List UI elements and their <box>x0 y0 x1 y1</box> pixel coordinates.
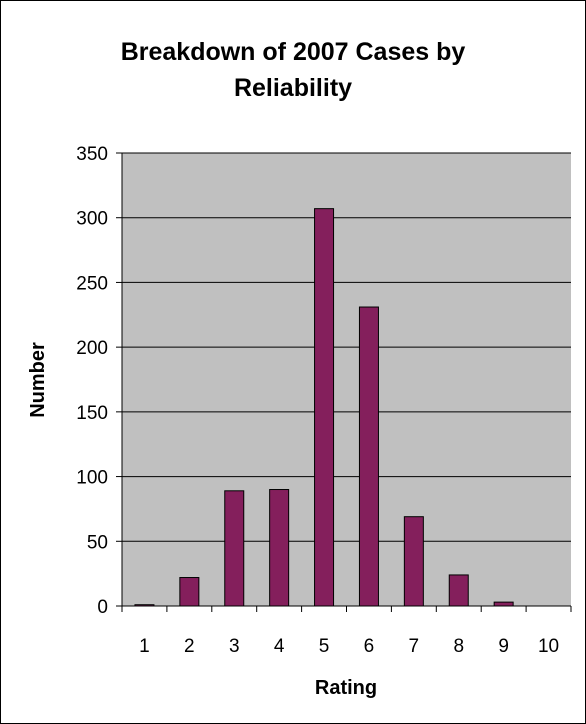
y-tick-label-0: 0 <box>97 597 108 618</box>
axes <box>116 152 572 612</box>
y-tick-label-200: 200 <box>76 338 108 359</box>
chart-title-line-2: Reliability <box>234 74 352 102</box>
bar-rating-8 <box>448 574 469 607</box>
bar-rating-6 <box>358 306 379 607</box>
x-tick-label-5: 5 <box>319 636 330 657</box>
x-tick-label-2: 2 <box>184 636 195 657</box>
y-tick-label-300: 300 <box>76 209 108 230</box>
y-tick-label-50: 50 <box>87 532 108 553</box>
bar-rating-2 <box>179 577 200 607</box>
y-tick-label-250: 250 <box>76 273 108 294</box>
bar-rating-4 <box>269 489 290 607</box>
x-tick-label-3: 3 <box>229 636 240 657</box>
bar-rating-9 <box>493 601 514 607</box>
x-tick-label-10: 10 <box>538 636 559 657</box>
plot-area <box>122 153 571 606</box>
y-axis-label: Number <box>27 342 49 418</box>
x-tick-label-4: 4 <box>274 636 285 657</box>
y-tick-labels: 0 50 100 150 200 250 300 350 <box>76 144 108 618</box>
bars <box>134 208 514 607</box>
y-tick-label-100: 100 <box>76 468 108 489</box>
y-tick-label-150: 150 <box>76 403 108 424</box>
x-tick-label-1: 1 <box>139 636 150 657</box>
bar-rating-7 <box>403 516 424 607</box>
chart-title-line-1: Breakdown of 2007 Cases by <box>121 38 466 66</box>
x-tick-label-6: 6 <box>364 636 375 657</box>
x-tick-label-7: 7 <box>409 636 420 657</box>
x-axis-label: Rating <box>315 677 377 699</box>
bar-rating-3 <box>224 490 245 607</box>
gridlines <box>122 152 571 542</box>
x-tick-labels: 1 2 3 4 5 6 7 8 9 10 <box>139 636 559 657</box>
y-tick-label-350: 350 <box>76 144 108 165</box>
bar-rating-5 <box>314 208 335 607</box>
x-tick-label-8: 8 <box>453 636 464 657</box>
x-tick-label-9: 9 <box>498 636 509 657</box>
